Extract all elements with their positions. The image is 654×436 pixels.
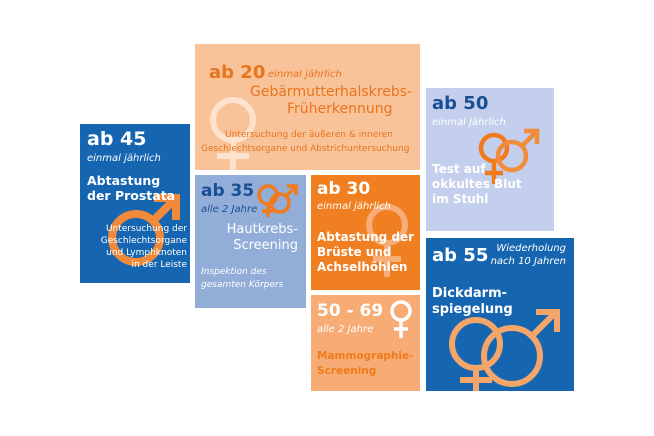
frequency-label: alle 2 Jahre [317,324,374,335]
card-title-line: spiegelung [432,302,513,317]
age-label: ab 45 [87,128,147,150]
card-title-line: Achselhöhlen [317,260,408,274]
card-description-line: Inspektion des [201,267,267,277]
age-label: ab 35 [201,181,255,201]
card-ab-20: ab 20 einmal jährlich Gebärmutterhalskre… [195,44,420,170]
male-female-symbol-icon [478,128,540,184]
card-title-line: Früherkennung [287,101,393,117]
female-symbol-icon [366,204,408,277]
male-female-symbol-icon [257,184,298,217]
female-symbol-icon [390,300,412,338]
frequency-label: einmal jährlich [432,117,506,128]
age-label: ab 20 [209,62,266,83]
card-title-line: okkultes Blut [432,177,522,191]
card-ab-55: ab 55 Wiederholung nach 10 Jahren Dickda… [426,238,574,391]
card-ab-50: ab 50 einmal jährlich Test auf okkultes … [426,88,554,231]
card-title-line: Test auf [432,162,486,176]
card-ab-35: ab 35 alle 2 Jahre Hautkrebs- Screening … [195,175,306,308]
card-description-line: Untersuchung der äußeren & inneren [225,130,393,140]
frequency-label: nach 10 Jahren [490,256,566,267]
card-title-line: Abtastung der [317,230,415,244]
card-description-line: Geschlechtsorgane und Abstrichuntersuchu… [201,144,410,154]
age-label: 50 - 69 [317,301,384,321]
card-title-line: Hautkrebs- [226,222,298,237]
frequency-label: einmal jährlich [268,69,342,80]
card-title-line: Mammographie- [317,350,414,362]
card-description-line: in der Leiste [131,260,187,270]
card-title-line: Screening [233,238,298,253]
male-female-symbol-icon [449,309,560,391]
frequency-label: alle 2 Jahre [201,204,258,215]
card-description-line: Geschlechtsorgane [100,236,187,246]
frequency-label: Wiederholung [496,243,566,254]
frequency-label: einmal jährlich [87,153,161,164]
age-label: ab 30 [317,179,371,199]
frequency-label: einmal jährlich [317,201,391,212]
card-title-line: Gebärmutterhalskrebs- [250,84,413,100]
card-ab-45: ab 45 einmal jährlich Abtastung der Pros… [80,124,190,283]
card-ab-30: ab 30 einmal jährlich Abtastung der Brüs… [311,175,420,290]
age-label: ab 50 [432,93,489,114]
card-title-line: Brüste und [317,245,392,259]
male-symbol-icon [108,194,180,266]
card-title-line: Dickdarm- [432,286,508,301]
card-description-line: gesamten Körpers [201,280,284,290]
card-description-line: und Lymphknoten [106,248,187,258]
card-title-line: Abtastung [87,173,161,188]
female-symbol-icon [210,97,256,170]
card-title-line: im Stuhl [432,192,489,206]
card-title-line: Screening [317,365,377,377]
card-title-line: der Prostata [87,188,176,203]
card-description-line: Untersuchung der [105,224,187,234]
card-mammographie: 50 - 69 alle 2 Jahre Mammographie- Scree… [311,295,420,391]
age-label: ab 55 [432,245,489,266]
